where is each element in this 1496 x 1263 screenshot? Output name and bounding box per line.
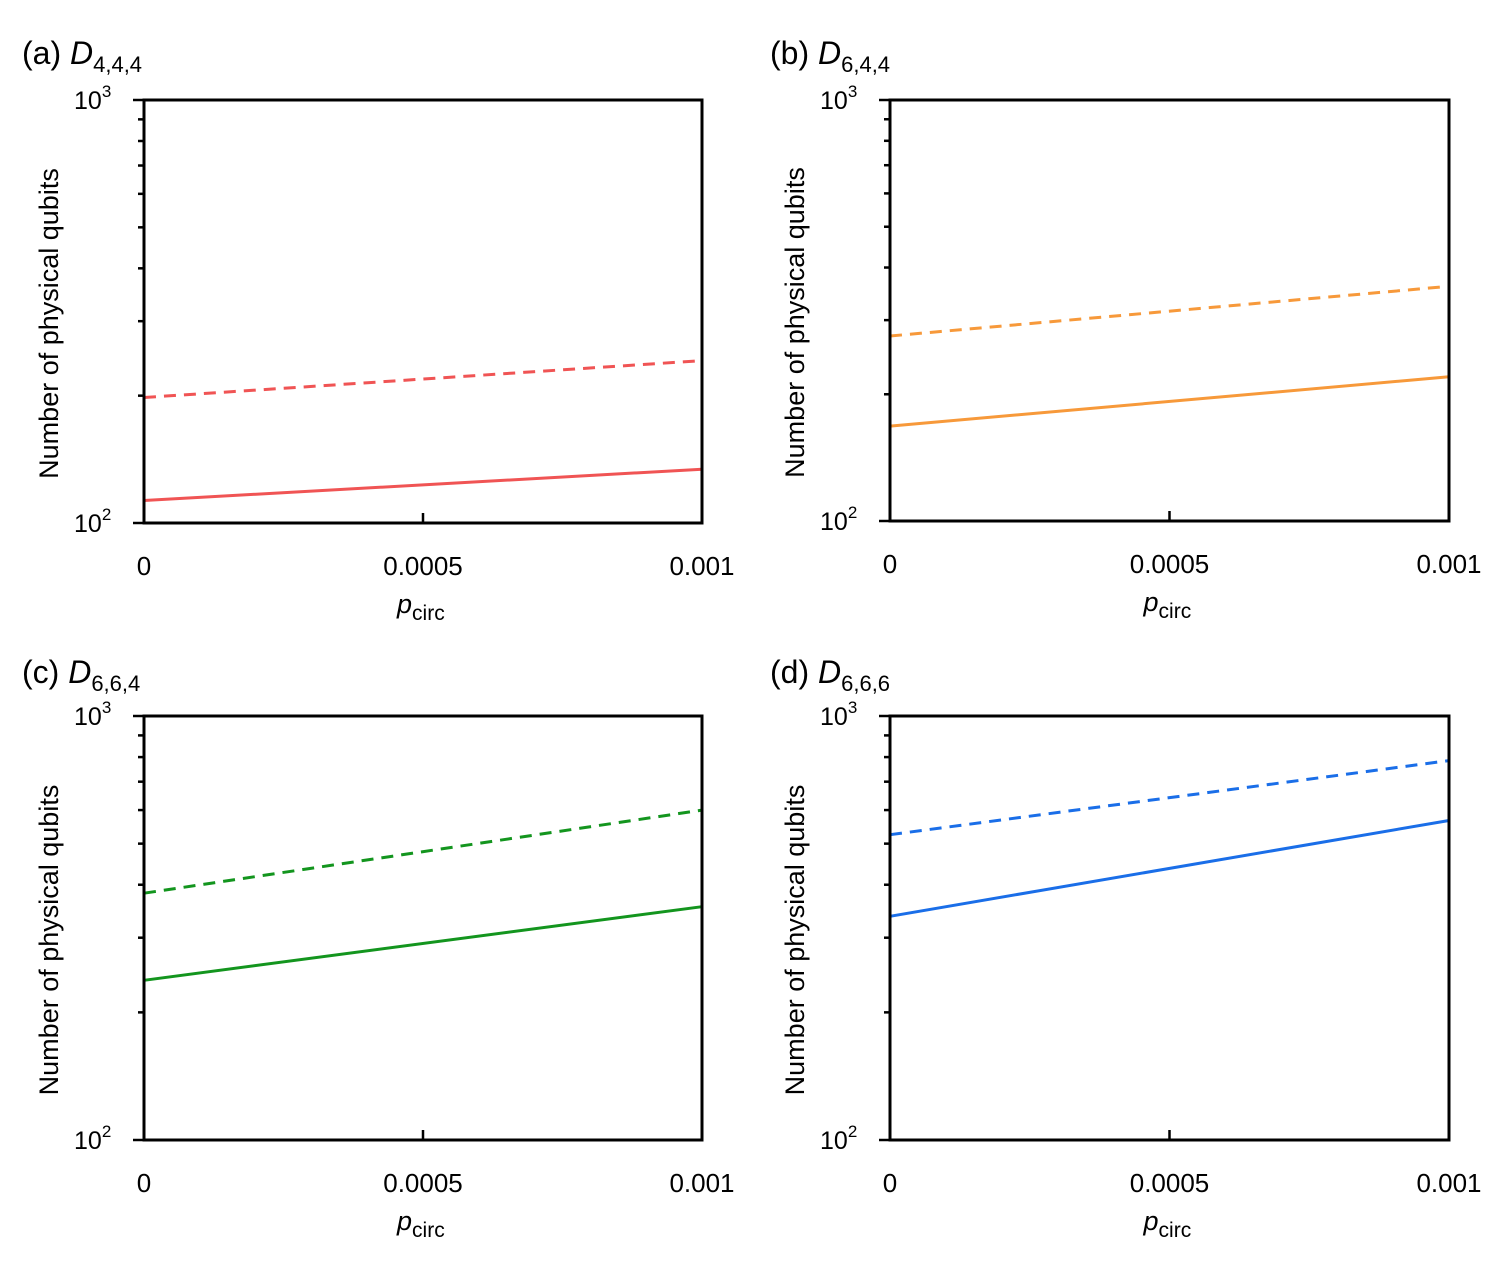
series-line-dashed xyxy=(889,759,1450,837)
x-axis-label: pcirc xyxy=(396,1206,445,1242)
x-tick-label: 0 xyxy=(883,549,897,579)
x-axis-label: pcirc xyxy=(396,589,445,625)
y-tick-label: 102 xyxy=(74,1122,111,1155)
y-axis-label: Number of physical qubits xyxy=(34,785,64,1096)
series-line-solid xyxy=(889,819,1450,918)
x-tick-label: 0.001 xyxy=(1416,549,1481,579)
x-tick-label: 0.001 xyxy=(669,551,734,581)
panel-title: (d) D6,6,6 xyxy=(770,654,890,696)
series-line-solid xyxy=(143,467,703,502)
y-tick-label: 103 xyxy=(820,698,857,731)
chart-panel-b: (b) D6,4,4 102 103 0 0.0005 0.001 pcirc Number … xyxy=(770,35,1482,623)
y-axis-label: Number of physical qubits xyxy=(34,168,64,479)
y-axis-label: Number of physical qubits xyxy=(780,785,810,1096)
x-tick-label: 0.0005 xyxy=(383,1168,463,1198)
y-tick-label: 102 xyxy=(820,503,857,536)
plot-frame xyxy=(142,714,704,1142)
chart-panel-c: (c) D6,6,4 102 103 0 0.0005 0.001 pcirc Number … xyxy=(22,654,735,1242)
y-tick-label: 102 xyxy=(74,505,111,538)
chart-panel-a: (a) D4,4,4 102 103 0 0.0005 0.001 pcirc Number … xyxy=(22,35,735,625)
y-tick-label: 103 xyxy=(74,82,111,115)
x-tick-label: 0.001 xyxy=(1416,1168,1481,1198)
y-axis-label: Number of physical qubits xyxy=(780,167,810,478)
x-tick-label: 0 xyxy=(137,1168,151,1198)
series-line-dashed xyxy=(143,808,703,895)
plot-frame xyxy=(142,98,704,525)
series-line-solid xyxy=(143,905,703,982)
x-tick-label: 0.0005 xyxy=(383,551,463,581)
panel-title: (b) D6,4,4 xyxy=(770,35,890,77)
x-tick-label: 0.0005 xyxy=(1130,1168,1210,1198)
y-tick-label: 102 xyxy=(820,1122,857,1155)
x-tick-label: 0 xyxy=(883,1168,897,1198)
plot-frame xyxy=(888,714,1451,1142)
x-tick-label: 0.0005 xyxy=(1130,549,1210,579)
x-tick-label: 0.001 xyxy=(669,1168,734,1198)
y-tick-label: 103 xyxy=(74,698,111,731)
x-axis-label: pcirc xyxy=(1143,1206,1192,1242)
panel-title: (c) D6,6,4 xyxy=(22,654,140,696)
panel-title: (a) D4,4,4 xyxy=(22,35,142,77)
y-tick-label: 103 xyxy=(820,82,857,115)
plot-frame xyxy=(888,98,1451,523)
series-line-dashed xyxy=(889,284,1450,338)
series-line-solid xyxy=(889,375,1450,428)
x-tick-label: 0 xyxy=(137,551,151,581)
chart-panel-d: (d) D6,6,6 102 103 0 0.0005 0.001 pcirc Number … xyxy=(770,654,1482,1242)
x-axis-label: pcirc xyxy=(1143,587,1192,623)
series-line-dashed xyxy=(143,359,703,399)
